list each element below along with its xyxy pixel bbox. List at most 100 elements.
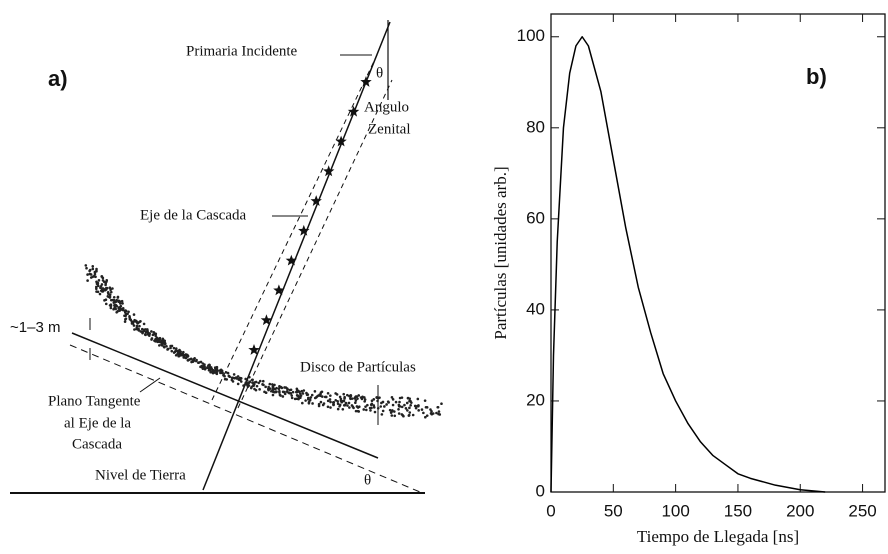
- particle: [352, 406, 355, 410]
- particle: [313, 396, 317, 400]
- particle: [236, 382, 240, 386]
- particle: [406, 409, 409, 412]
- particle: [123, 320, 127, 323]
- particle: [238, 378, 242, 382]
- particle: [332, 403, 335, 406]
- particle: [301, 392, 305, 395]
- particle: [356, 397, 359, 400]
- particle: [326, 392, 330, 395]
- particle: [91, 267, 95, 271]
- particle: [133, 328, 136, 331]
- particle: [206, 366, 209, 370]
- particle: [414, 406, 418, 410]
- particle: [370, 406, 373, 410]
- particle: [423, 399, 427, 402]
- particle: [169, 344, 172, 348]
- particle: [315, 395, 319, 398]
- particle: [215, 370, 219, 373]
- particle: [112, 295, 116, 299]
- particle: [193, 356, 196, 360]
- particle: [139, 330, 143, 333]
- particle: [319, 394, 322, 398]
- particle: [336, 402, 340, 405]
- panel-label: a): [48, 66, 68, 91]
- particle: [96, 281, 100, 285]
- particle: [84, 264, 88, 267]
- particle: [86, 279, 89, 282]
- shower-axis: [202, 21, 391, 491]
- x-axis-label: Tiempo de Llegada [ns]: [637, 527, 799, 546]
- particle: [361, 395, 364, 399]
- particle: [373, 410, 377, 414]
- particle: [290, 396, 294, 400]
- particle: [117, 300, 120, 304]
- particle: [96, 284, 100, 288]
- particle: [391, 403, 395, 407]
- particle: [88, 269, 91, 273]
- particle: [142, 322, 146, 326]
- particle: [369, 409, 372, 412]
- particle: [275, 386, 278, 390]
- particle: [355, 405, 359, 408]
- particle: [308, 398, 312, 401]
- particle: [123, 309, 126, 312]
- particle: [343, 397, 346, 400]
- particle: [112, 301, 116, 304]
- particle: [244, 377, 247, 381]
- particle: [400, 405, 404, 409]
- particle: [199, 360, 203, 364]
- particle: [424, 415, 427, 419]
- x-tick-label: 150: [724, 501, 752, 520]
- particle: [416, 397, 420, 401]
- particle: [203, 363, 206, 366]
- particle: [140, 327, 144, 331]
- particle: [409, 403, 412, 407]
- particle: [144, 333, 147, 337]
- particle: [105, 286, 108, 290]
- particle: [319, 400, 323, 404]
- particle: [354, 409, 358, 413]
- particle: [114, 303, 117, 307]
- particle: [275, 390, 278, 393]
- particle: [212, 369, 216, 373]
- particle: [386, 400, 390, 403]
- particle: [329, 406, 332, 409]
- particle: [116, 309, 120, 313]
- particle: [158, 336, 162, 340]
- y-tick-label: 0: [536, 481, 545, 500]
- particle: [264, 385, 267, 389]
- label: Eje de la Cascada: [140, 207, 247, 223]
- particle: [251, 381, 254, 384]
- particle: [429, 408, 432, 411]
- axis-bound: [237, 79, 393, 409]
- particle: [181, 353, 185, 356]
- particle: [271, 393, 275, 397]
- particle: [408, 411, 412, 414]
- particle: [116, 295, 120, 299]
- particle: [267, 387, 270, 391]
- particle: [417, 404, 420, 408]
- particle: [311, 402, 314, 405]
- particle: [267, 385, 270, 389]
- particle: [132, 313, 136, 316]
- particle: [405, 401, 409, 405]
- particle: [160, 339, 164, 343]
- particle: [191, 359, 195, 363]
- label: Disco de Partículas: [300, 359, 416, 375]
- particle: [182, 350, 185, 354]
- particle: [321, 395, 324, 398]
- star: [273, 284, 285, 296]
- particle: [417, 409, 420, 412]
- particle: [346, 393, 349, 397]
- star: [285, 254, 297, 266]
- label: Cascada: [72, 436, 122, 452]
- particle: [172, 351, 176, 354]
- particle: [172, 346, 176, 350]
- particle: [158, 344, 161, 347]
- particle: [353, 397, 357, 400]
- particle: [281, 395, 285, 398]
- particle: [354, 399, 358, 402]
- particle: [128, 317, 132, 321]
- particle: [313, 390, 317, 393]
- particle: [288, 388, 292, 392]
